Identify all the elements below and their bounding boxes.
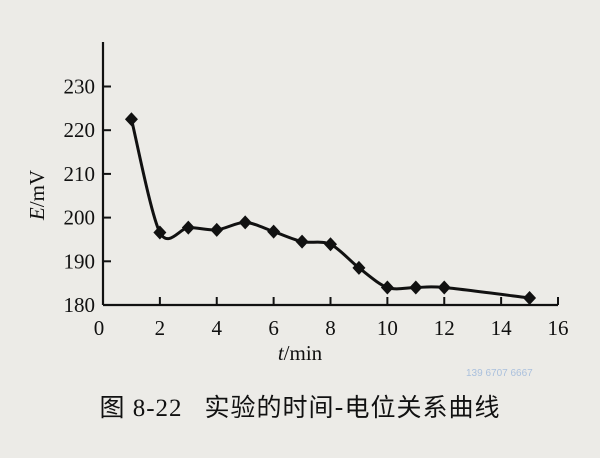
y-tick-label: 230 (64, 75, 96, 99)
figure-title: 实验的时间-电位关系曲线 (204, 393, 501, 422)
data-point-marker (324, 237, 337, 252)
y-tick-label: 200 (64, 206, 96, 230)
data-point-marker (124, 112, 138, 127)
data-point-marker (523, 291, 537, 306)
x-tick-label: 0 (94, 316, 105, 340)
x-tick-label: 6 (268, 316, 279, 340)
data-point-marker (352, 260, 366, 275)
data-point-marker (437, 280, 451, 295)
x-tick-label: 12 (434, 316, 455, 340)
figure-caption: 图 8-22 实验的时间-电位关系曲线 (0, 388, 600, 424)
watermark: 139 6707 6667 (466, 368, 533, 379)
data-point-marker (181, 220, 195, 235)
y-tick-label: 220 (64, 118, 96, 142)
y-tick-label: 180 (64, 293, 96, 317)
x-tick-label: 14 (491, 316, 513, 340)
y-tick-label: 210 (64, 162, 96, 186)
data-point-marker (267, 224, 281, 239)
data-point-marker (380, 280, 394, 295)
series-line (129, 118, 530, 300)
y-axis-label: E/mV (25, 170, 49, 221)
figure-number: 图 8-22 (99, 395, 183, 422)
data-point-marker (210, 222, 224, 237)
x-tick-label: 10 (377, 316, 398, 340)
x-tick-label: 2 (155, 316, 166, 340)
y-tick-label: 190 (64, 249, 96, 273)
data-point-marker (295, 234, 309, 249)
x-axis-label: t/min (278, 341, 323, 365)
data-point-marker (409, 280, 423, 295)
x-tick-label: 8 (325, 316, 336, 340)
data-point-marker (153, 225, 167, 240)
data-point-marker (238, 215, 252, 230)
x-tick-label: 16 (548, 316, 569, 340)
x-tick-label: 4 (212, 316, 223, 340)
